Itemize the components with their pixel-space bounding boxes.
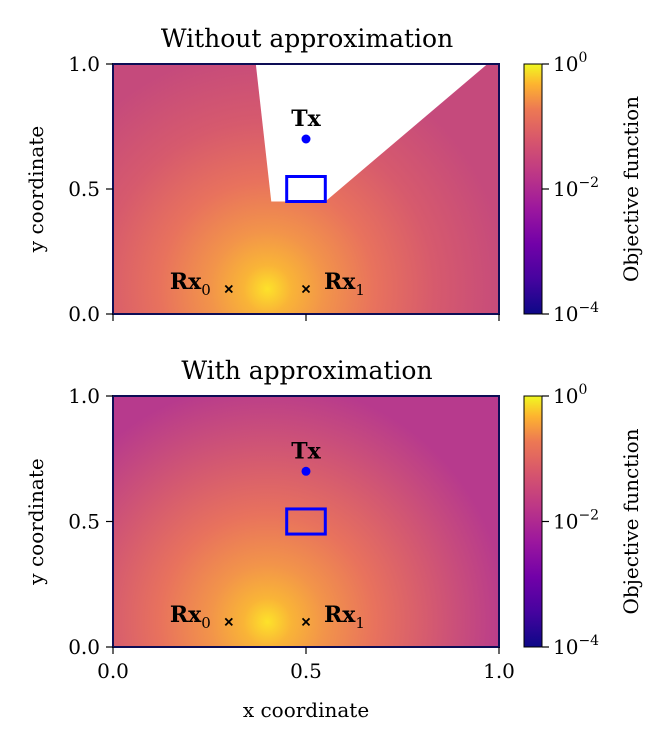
transmitter-label: Tx [291,106,321,132]
y-axis-ticks: 0.0 0.5 1.0 [68,384,113,659]
receiver-1-label: Rx1 [324,602,365,632]
receiver-0-name: Rx [170,602,202,628]
y-tick-label: 0.5 [68,177,100,201]
x-marker-stroke [301,617,311,627]
receiver-0-subscript: 0 [201,281,211,299]
receiver-1-marker [301,617,311,627]
receiver-1-marker [301,284,311,294]
y-axis-ticks: 0.0 0.5 1.0 [68,52,113,326]
colorbar-tick-label: 100 [553,382,587,408]
receiver-1-subscript: 1 [355,614,365,632]
transmitter-marker [301,134,311,144]
colorbar-label: Objective function [619,428,643,614]
colorbar-tick-label: 10−2 [553,508,599,534]
colorbar-tick-label: 100 [553,50,587,76]
y-tick-label: 1.0 [68,52,100,76]
shadow-region [255,64,488,202]
colorbar-ticks: 100 10−2 10−4 [542,50,599,326]
colorbar-tick-label: 10−4 [553,633,599,659]
x-marker-stroke [224,617,233,627]
colorbar-label: Objective function [619,96,643,282]
chart-panel-with-approximation: With approximation 0.0 0.5 1.0 0.0 0.5 1.0 y… [24,356,643,722]
chart-title: With approximation [181,356,432,385]
x-tick-label: 1.0 [483,659,515,683]
receiver-1-name: Rx [324,269,356,295]
x-axis-label: x coordinate [243,698,369,722]
receiver-1-label: Rx1 [324,269,365,299]
x-axis-ticks: 0.0 0.5 1.0 [97,647,515,683]
receiver-1-name: Rx [324,602,356,628]
receiver-0-marker [224,284,233,294]
transmitter-label: Tx [291,438,321,464]
y-axis-label: y coordinate [24,458,48,585]
y-tick-label: 1.0 [68,384,100,408]
obstacle-box [285,507,327,536]
x-tick-label: 0.0 [97,659,129,683]
colorbar [523,63,543,315]
chart-title: Without approximation [161,24,453,53]
receiver-1-subscript: 1 [355,281,365,299]
receiver-0-subscript: 0 [201,614,211,632]
transmitter-marker [301,466,311,476]
chart-panel-without-approximation: Without approximation 0.0 0.5 1.0 y coordi… [24,24,643,326]
y-tick-label: 0.0 [68,302,100,326]
x-axis-ticks [112,314,500,321]
receiver-0-label: Rx0 [170,269,211,299]
colorbar-ticks: 100 10−2 10−4 [542,382,599,659]
colorbar-tick-label: 10−2 [553,175,599,201]
y-tick-label: 0.5 [68,510,100,534]
x-tick-label: 0.5 [290,659,322,683]
y-axis-label: y coordinate [24,126,48,253]
colorbar-tick-label: 10−4 [553,300,599,326]
receiver-0-label: Rx0 [170,602,211,632]
receiver-0-marker [224,617,233,627]
y-tick-label: 0.0 [68,635,100,659]
colorbar [523,395,543,648]
x-marker-stroke [301,284,311,294]
obstacle-box [285,175,327,203]
x-marker-stroke [224,284,233,294]
receiver-0-name: Rx [170,269,202,295]
heatmap-field [113,396,499,647]
